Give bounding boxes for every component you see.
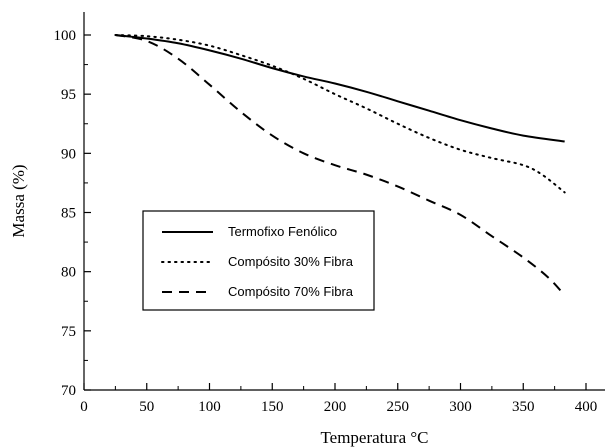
- y-axis-ticks: 70 75 80 85 90 95 100: [54, 28, 91, 399]
- y-tick-label: 95: [61, 87, 76, 103]
- legend-label-composito-70: Compósito 70% Fibra: [228, 284, 354, 299]
- y-axis-title: Massa (%): [9, 164, 28, 237]
- y-tick-label: 75: [61, 324, 76, 340]
- x-axis-title: Temperatura °C: [320, 428, 428, 447]
- x-axis-ticks: 0 50 100 150 200 250 300 350 400: [80, 383, 597, 415]
- x-tick-label: 0: [80, 399, 88, 415]
- y-tick-label: 80: [61, 265, 76, 281]
- y-tick-label: 70: [61, 383, 76, 399]
- series-lines: [114, 34, 566, 297]
- y-tick-label: 100: [54, 28, 77, 44]
- x-tick-label: 400: [575, 399, 598, 415]
- x-tick-label: 150: [261, 399, 284, 415]
- legend-box: [142, 210, 375, 311]
- series-line-composito-70: [115, 34, 566, 297]
- x-tick-label: 350: [512, 399, 535, 415]
- x-tick-label: 100: [198, 399, 221, 415]
- plot-area: 0 50 100 150 200 250 300 350 400 70 75 80 85 90 95 100: [54, 12, 605, 415]
- series-line-composito-30: [114, 34, 566, 194]
- legend: Termofixo Fenólico Compósito 30% Fibra C…: [142, 210, 375, 311]
- x-tick-label: 50: [139, 399, 154, 415]
- x-tick-label: 250: [387, 399, 410, 415]
- y-tick-label: 90: [61, 146, 76, 162]
- x-tick-label: 300: [449, 399, 472, 415]
- legend-label-termofixo: Termofixo Fenólico: [228, 224, 337, 239]
- series-line-termofixo: [115, 34, 565, 143]
- y-tick-label: 85: [61, 206, 76, 222]
- x-tick-label: 200: [324, 399, 347, 415]
- legend-label-composito-30: Compósito 30% Fibra: [228, 254, 354, 269]
